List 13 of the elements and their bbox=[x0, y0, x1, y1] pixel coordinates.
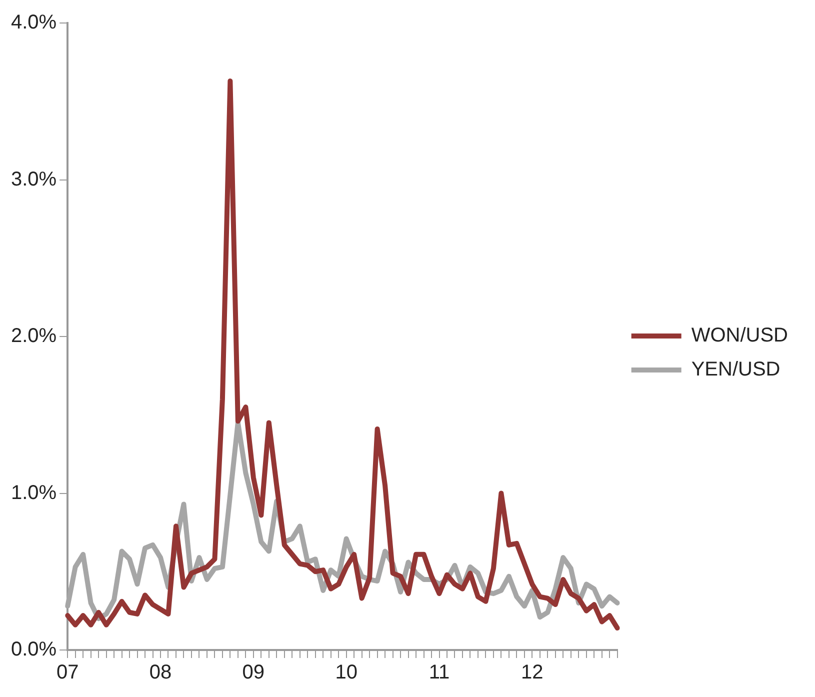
x-tick-label: 09 bbox=[242, 662, 265, 684]
x-tick-label: 10 bbox=[335, 662, 358, 684]
y-tick-label: 2.0% bbox=[10, 325, 57, 348]
y-tick-label: 0.0% bbox=[10, 638, 57, 661]
x-tick-label: 11 bbox=[428, 662, 450, 684]
y-tick-label: 3.0% bbox=[10, 168, 57, 190]
y-tick-label: 4.0% bbox=[10, 12, 57, 34]
legend-label: YEN/USD bbox=[691, 358, 780, 381]
legend-label: WON/USD bbox=[691, 324, 788, 347]
x-tick-label: 07 bbox=[56, 662, 79, 684]
x-tick-label: 12 bbox=[521, 662, 544, 684]
y-tick-label: 1.0% bbox=[10, 482, 57, 504]
x-tick-label: 08 bbox=[149, 662, 172, 684]
